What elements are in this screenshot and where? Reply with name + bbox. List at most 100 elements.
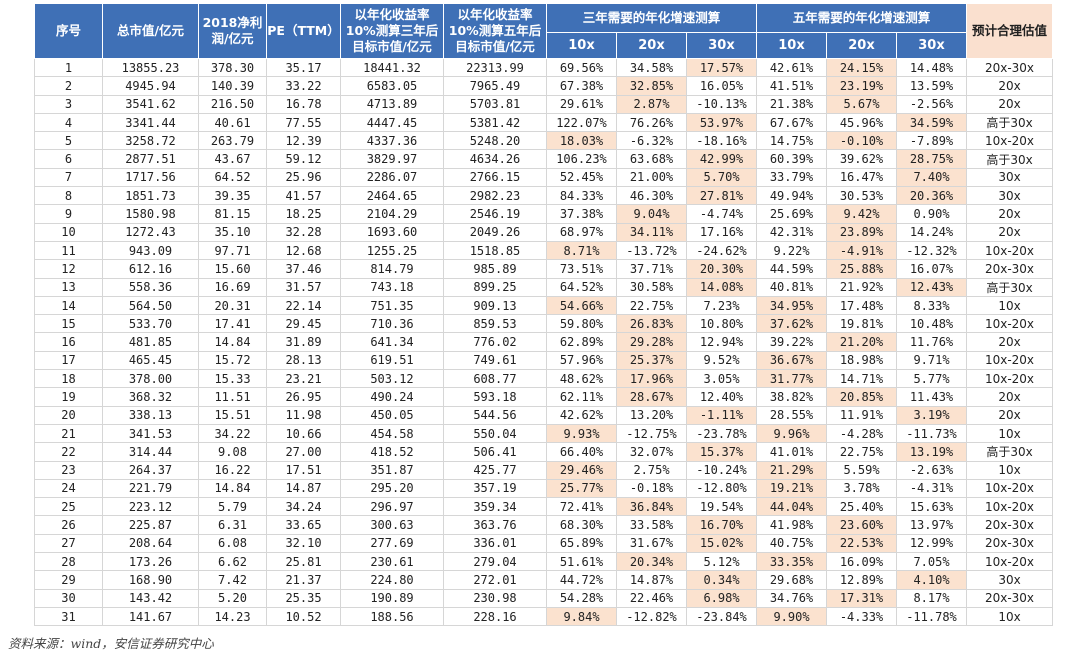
cell-seq: 6 — [34, 149, 103, 169]
cell-3y-20x: 31.67% — [616, 533, 687, 554]
cell-5y-20x: 11.91% — [826, 405, 897, 425]
cell-market-cap: 314.44 — [102, 442, 199, 462]
table-row: 4 3341.44 40.61 77.55 4447.45 5381.42 122.07% 7… — [34, 112, 1053, 133]
cell-5y-30x: -7.89% — [896, 131, 967, 151]
cell-5y-30x: 7.05% — [896, 552, 967, 572]
cell-3y-20x: 34.11% — [616, 222, 687, 242]
cell-estimate: 30x — [966, 570, 1053, 590]
cell-net-profit: 263.79 — [198, 131, 267, 151]
cell-target-5y: 749.61 — [443, 350, 547, 371]
cell-3y-30x: 3.05% — [686, 369, 757, 389]
cell-target-5y: 593.18 — [443, 387, 547, 407]
cell-target-3y: 4713.89 — [340, 94, 444, 114]
table-row: 14 564.50 20.31 22.14 751.35 909.13 54.66% 22.7… — [34, 295, 1053, 316]
cell-5y-30x: 14.48% — [896, 57, 967, 78]
table-row: 17 465.45 15.72 28.13 619.51 749.61 57.96% 25.3… — [34, 350, 1053, 371]
cell-5y-20x: 39.62% — [826, 149, 897, 169]
cell-seq: 9 — [34, 204, 103, 224]
cell-pe: 14.87 — [266, 478, 341, 499]
cell-3y-10x: 62.89% — [546, 332, 617, 352]
cell-3y-30x: 12.94% — [686, 332, 757, 352]
cell-target-5y: 2766.15 — [443, 167, 547, 188]
cell-5y-10x: 42.31% — [756, 222, 827, 242]
cell-3y-30x: 5.12% — [686, 552, 757, 572]
cell-estimate: 10x-20x — [966, 131, 1053, 151]
cell-target-3y: 295.20 — [340, 478, 444, 499]
cell-market-cap: 168.90 — [102, 570, 199, 590]
cell-3y-10x: 68.97% — [546, 222, 617, 242]
cell-target-3y: 4447.45 — [340, 112, 444, 133]
table-row: 19 368.32 11.51 26.95 490.24 593.18 62.11% 28.6… — [34, 387, 1053, 407]
cell-5y-10x: 41.98% — [756, 515, 827, 535]
cell-seq: 22 — [34, 442, 103, 462]
cell-market-cap: 13855.23 — [102, 57, 199, 78]
cell-net-profit: 14.84 — [198, 478, 267, 499]
cell-net-profit: 378.30 — [198, 57, 267, 78]
cell-target-5y: 5381.42 — [443, 112, 547, 133]
cell-3y-10x: 42.62% — [546, 405, 617, 425]
cell-target-3y: 300.63 — [340, 515, 444, 535]
cell-net-profit: 40.61 — [198, 112, 267, 133]
cell-3y-20x: 36.84% — [616, 497, 687, 517]
table-row: 29 168.90 7.42 21.37 224.80 272.01 44.72% 14.87… — [34, 570, 1053, 590]
cell-market-cap: 141.67 — [102, 606, 199, 627]
cell-seq: 4 — [34, 112, 103, 133]
cell-estimate: 10x-20x — [966, 369, 1053, 389]
cell-5y-10x: 36.67% — [756, 350, 827, 371]
header-group-5y: 五年需要的年化增速测算 — [756, 3, 967, 33]
cell-5y-10x: 25.69% — [756, 204, 827, 224]
table-row: 5 3258.72 263.79 12.39 4337.36 5248.20 18.03% -… — [34, 131, 1053, 151]
cell-market-cap: 208.64 — [102, 533, 199, 554]
cell-net-profit: 6.62 — [198, 552, 267, 572]
cell-net-profit: 15.60 — [198, 259, 267, 279]
cell-target-5y: 272.01 — [443, 570, 547, 590]
cell-3y-10x: 57.96% — [546, 350, 617, 371]
cell-estimate: 10x-20x — [966, 552, 1053, 572]
cell-5y-20x: 3.78% — [826, 478, 897, 499]
cell-pe: 25.35 — [266, 588, 341, 608]
cell-target-5y: 2049.26 — [443, 222, 547, 242]
cell-3y-10x: 122.07% — [546, 112, 617, 133]
cell-estimate: 10x — [966, 460, 1053, 480]
cell-3y-30x: 14.08% — [686, 277, 757, 297]
cell-pe: 11.98 — [266, 405, 341, 425]
cell-seq: 27 — [34, 533, 103, 554]
cell-target-5y: 506.41 — [443, 442, 547, 462]
cell-estimate: 10x — [966, 423, 1053, 444]
cell-3y-30x: 5.70% — [686, 167, 757, 188]
cell-5y-20x: 19.81% — [826, 314, 897, 334]
cell-pe: 33.22 — [266, 76, 341, 96]
cell-target-5y: 359.34 — [443, 497, 547, 517]
cell-3y-20x: -13.72% — [616, 240, 687, 261]
cell-seq: 26 — [34, 515, 103, 535]
cell-5y-30x: 4.10% — [896, 570, 967, 590]
cell-5y-20x: 17.48% — [826, 295, 897, 316]
cell-3y-30x: 9.52% — [686, 350, 757, 371]
cell-target-3y: 2464.65 — [340, 186, 444, 206]
table-row: 6 2877.51 43.67 59.12 3829.97 4634.26 106.23% 6… — [34, 149, 1053, 169]
cell-target-5y: 1518.85 — [443, 240, 547, 261]
cell-3y-20x: 22.46% — [616, 588, 687, 608]
cell-3y-10x: 29.46% — [546, 460, 617, 480]
cell-market-cap: 3341.44 — [102, 112, 199, 133]
cell-3y-10x: 84.33% — [546, 186, 617, 206]
cell-5y-30x: 13.59% — [896, 76, 967, 96]
table-row: 12 612.16 15.60 37.46 814.79 985.89 73.51% 37.7… — [34, 259, 1053, 279]
cell-3y-30x: -18.16% — [686, 131, 757, 151]
cell-estimate: 20x — [966, 332, 1053, 352]
table-row: 1 13855.23 378.30 35.17 18441.32 22313.99 69.5… — [34, 57, 1053, 78]
cell-5y-20x: 21.92% — [826, 277, 897, 297]
cell-seq: 12 — [34, 259, 103, 279]
cell-market-cap: 2877.51 — [102, 149, 199, 169]
cell-estimate: 10x-20x — [966, 497, 1053, 517]
cell-5y-30x: 9.71% — [896, 350, 967, 371]
cell-pe: 59.12 — [266, 149, 341, 169]
cell-target-5y: 909.13 — [443, 295, 547, 316]
cell-market-cap: 1580.98 — [102, 204, 199, 224]
cell-5y-20x: 16.47% — [826, 167, 897, 188]
cell-5y-30x: 28.75% — [896, 149, 967, 169]
cell-5y-30x: 20.36% — [896, 186, 967, 206]
table-row: 20 338.13 15.51 11.98 450.05 544.56 42.62% 13.2… — [34, 405, 1053, 425]
cell-3y-20x: 20.34% — [616, 552, 687, 572]
cell-market-cap: 225.87 — [102, 515, 199, 535]
